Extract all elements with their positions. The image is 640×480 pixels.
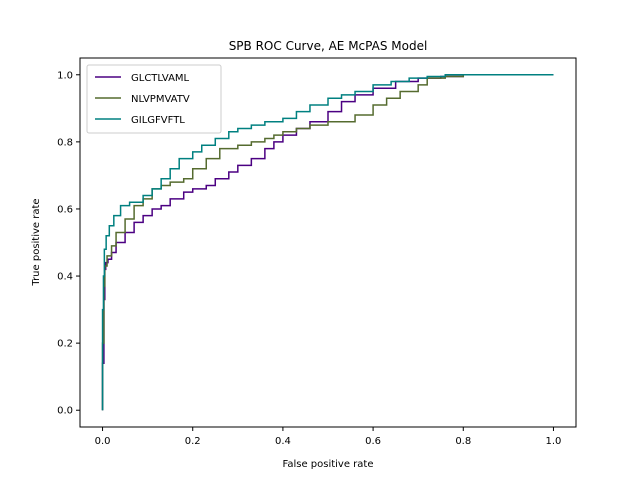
x-tick-label: 0.2 xyxy=(185,436,201,447)
series-lines xyxy=(101,74,554,411)
legend-label: GLCTLVAML xyxy=(131,73,190,84)
y-tick-label: 0.6 xyxy=(57,204,73,215)
legend-label: NLVPMVATV xyxy=(131,94,190,105)
legend: GLCTLVAML NLVPMVATV GILGFVFTL xyxy=(86,64,222,134)
y-tick-label: 0.4 xyxy=(57,272,73,283)
x-axis-label: False positive rate xyxy=(283,459,374,470)
x-tick-label: 1.0 xyxy=(546,436,562,447)
series-line-glctlvaml xyxy=(101,74,554,411)
x-tick-label: 0.8 xyxy=(455,436,471,447)
series-line-gilgfvftl xyxy=(101,74,554,411)
x-axis-ticks: 0.0 0.2 0.4 0.6 0.8 1.0 xyxy=(95,427,562,447)
series-line-nlvpmvatv xyxy=(101,74,500,411)
y-axis-label: True positive rate xyxy=(31,198,42,286)
y-axis-ticks: 0.0 0.2 0.4 0.6 0.8 1.0 xyxy=(57,70,80,417)
y-tick-label: 0.2 xyxy=(57,339,73,350)
y-tick-label: 1.0 xyxy=(57,70,73,81)
x-tick-label: 0.0 xyxy=(95,436,111,447)
x-tick-label: 0.4 xyxy=(275,436,291,447)
x-tick-label: 0.6 xyxy=(365,436,381,447)
y-tick-label: 0.8 xyxy=(57,137,73,148)
plot-frame xyxy=(79,57,577,428)
y-tick-label: 0.0 xyxy=(57,406,73,417)
legend-box xyxy=(86,64,222,134)
chart-title: SPB ROC Curve, AE McPAS Model xyxy=(229,39,428,53)
legend-label: GILGFVFTL xyxy=(131,115,185,126)
